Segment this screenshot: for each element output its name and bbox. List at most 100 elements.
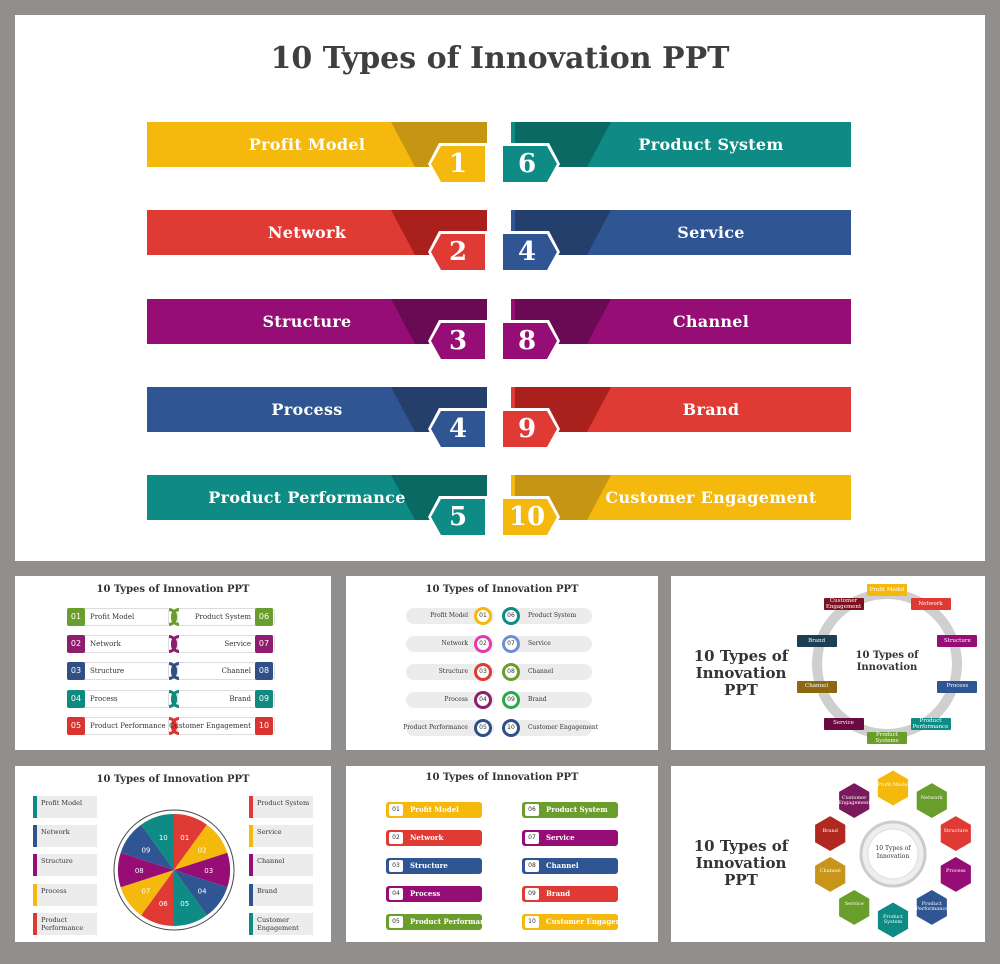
thumbnail-6[interactable]: 10 Types of Innovation PPT 10 Types of I… [671,766,985,942]
legend-strip [249,854,253,876]
cycle-box-label: Customer Engagement [825,598,862,611]
list-item [504,664,592,680]
thumbnail-1[interactable]: 10 Types of Innovation PPT 01 Profit Mode… [15,576,331,750]
thumbnail-4[interactable]: 10 Types of Innovation PPT Profit Model N… [15,766,331,942]
pie-slice [174,870,228,916]
thumbnail-2[interactable]: 10 Types of Innovation PPT Profit Model 0… [346,576,658,750]
side-title: 10 Types of Innovation PPT [693,647,789,699]
legend-item: Service [249,825,313,847]
item-label: Customer Engagement [169,722,251,730]
item-label: Profit Model [430,612,468,619]
list-item [406,636,494,652]
legend-label: Process [41,887,67,895]
list-item [504,608,592,624]
legend-item: Brand [249,884,313,906]
item-number: 06 [502,607,520,625]
cycle-box: Process [937,680,978,693]
item-number: 10 [255,717,273,735]
legend-item: Structure [33,854,97,876]
center-text: 10 Types of Innovation [855,650,919,673]
cycle-box: Structure [937,635,978,648]
thumbnail-title: 10 Types of Innovation PPT [96,584,250,595]
item-label: Product Performance [410,917,494,926]
cycle-box-label: Brand [808,637,826,644]
badge-number: 6 [517,149,537,179]
pie-slice-label: 07 [141,887,150,895]
legend-strip [33,796,37,818]
item-label: Profit Model [90,613,135,621]
connector [171,690,179,708]
hex-ring [814,769,972,939]
item-number: 06 [525,804,539,816]
pie-slice [117,852,174,888]
banner-label: Structure [262,312,352,331]
thumbnail-3[interactable]: 10 Types of Innovation PPT 10 Types of I… [671,576,985,750]
item-label: Process [90,695,118,703]
item-number: 09 [525,888,539,900]
item-label: Product System [528,612,577,619]
pie-slice [174,852,231,888]
legend-item: Profit Model [33,796,97,818]
list-item: 07 Service [522,830,618,846]
pie-slice-label: 01 [180,834,189,842]
item-number: 09 [255,690,273,708]
number-badge: 2 [427,230,489,274]
pie-slice [141,870,174,926]
item-number: 02 [474,635,492,653]
pie-slice-label: 08 [135,867,144,875]
list-item: 02 Network [386,830,482,846]
item-number: 08 [255,662,273,680]
legend-strip [33,854,37,876]
cycle-box: Brand [796,635,837,648]
hex-tile [939,855,972,893]
cycle-box: Product Systems [867,732,907,744]
number-badge: 3 [427,319,489,363]
item-label: Customer Engagement [528,724,599,731]
item-label: Network [90,640,121,648]
thumbnail-5[interactable]: 10 Types of Innovation PPT 01 Profit Mode… [346,766,658,942]
item-label: Product System [546,805,608,814]
pie-slice-label: 10 [159,834,168,842]
item-number: 09 [502,691,520,709]
item-number: 03 [474,663,492,681]
connector [171,662,179,680]
item-number: 04 [389,888,403,900]
cycle-box: Product Performance [910,717,951,730]
legend-strip [249,913,253,935]
pie-slice [174,814,207,870]
cycle-box-label: Product Performance [912,717,949,730]
list-item [504,692,592,708]
cycle-box-label: Network [918,600,943,607]
item-label: Process [410,889,441,898]
item-number: 08 [525,860,539,872]
legend-label: Product Performance [41,916,84,932]
banner-label: Process [271,400,343,419]
innovation-banner: Product System [511,122,851,167]
item-label: Service [546,833,575,842]
main-slide[interactable]: 10 Types of Innovation PPT Profit Model 1… [15,15,985,561]
item-label: Brand [546,889,571,898]
pie-slice [120,870,174,916]
item-label: Brand [229,695,251,703]
legend-strip [33,913,37,935]
legend-label: Brand [257,887,278,895]
hex-label: Product System [883,914,903,925]
item-label: Channel [546,861,579,870]
item-label: Structure [438,668,468,675]
innovation-banner: Network [147,210,487,255]
list-item: 06 Product System [522,802,618,818]
hex-label: Customer Engagement [838,794,871,806]
banner-label: Customer Engagement [605,488,817,507]
banner-label: Channel [672,312,750,331]
item-number: 03 [389,860,403,872]
thumbnail-title: 10 Types of Innovation PPT [96,774,250,785]
list-item [406,720,494,736]
item-label: Network [410,833,444,842]
legend-item: Channel [249,854,313,876]
connector [171,635,179,653]
cycle-box-label: Profit Model [869,586,905,593]
item-number: 10 [502,719,520,737]
list-item: 05 Product Performance [386,914,494,930]
pie-slice-label: 05 [180,900,189,908]
legend-strip [33,884,37,906]
